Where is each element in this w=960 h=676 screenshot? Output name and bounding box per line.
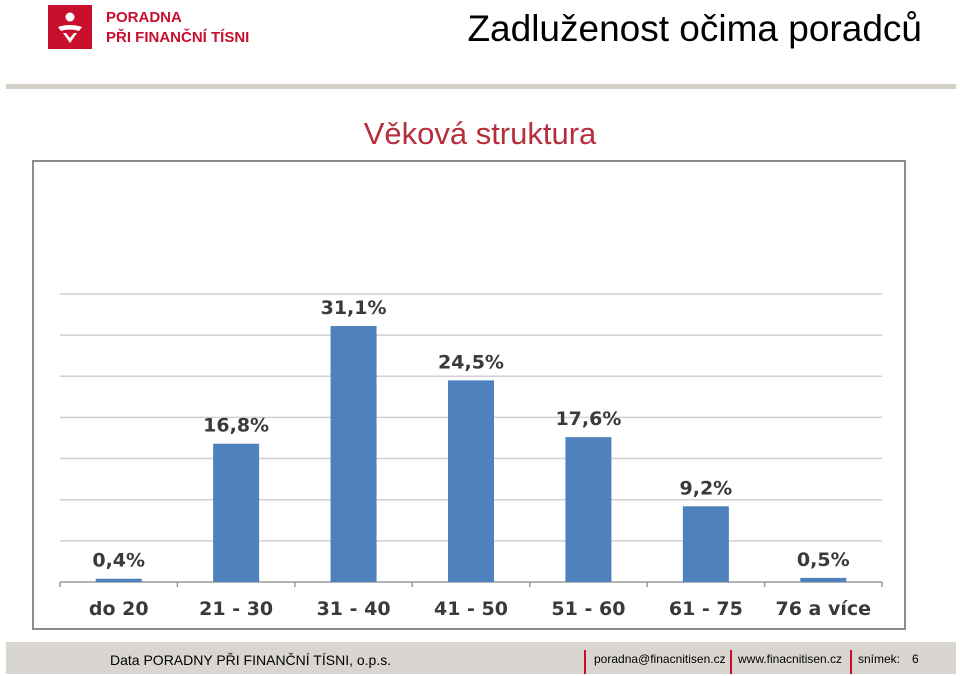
bar xyxy=(330,326,377,582)
footer-web[interactable]: www.finacnitisen.cz xyxy=(738,652,843,666)
x-tick-label: 31 - 40 xyxy=(317,598,391,620)
x-tick-label: 61 - 75 xyxy=(669,598,743,620)
data-label: 17,6% xyxy=(555,408,621,430)
footer-email[interactable]: poradna@finacnitisen.cz xyxy=(594,652,726,666)
x-tick-label: 76 a více xyxy=(776,598,872,620)
person-silhouette-icon xyxy=(48,5,92,49)
logo-line2: PŘI FINANČNÍ TÍSNI xyxy=(106,29,250,46)
data-label: 16,8% xyxy=(203,415,269,437)
bar xyxy=(682,506,729,582)
logo-line1: PORADNA xyxy=(106,9,182,26)
x-tick-label: 51 - 60 xyxy=(551,598,625,620)
logo-text: PORADNA PŘI FINANČNÍ TÍSNI xyxy=(106,8,249,48)
data-label: 0,5% xyxy=(797,549,850,571)
chart-title: Věková struktura xyxy=(363,116,597,151)
bar xyxy=(213,443,260,582)
x-tick-label: 41 - 50 xyxy=(434,598,508,620)
footer-divider xyxy=(584,650,586,674)
data-label: 31,1% xyxy=(321,297,387,319)
x-tick-label: 21 - 30 xyxy=(199,598,273,620)
bar xyxy=(448,380,494,582)
slide-number: 6 xyxy=(912,652,919,666)
footer: Data PORADNY PŘI FINANČNÍ TÍSNI, o.p.s. … xyxy=(6,642,956,674)
chart-frame: 0,4% do 20 16,8% 21 - 30 31,1% 31 - 40 24,5% 41… xyxy=(32,160,906,630)
footer-divider xyxy=(730,650,732,674)
bar-chart: 0,4% do 20 16,8% 21 - 30 31,1% 31 - 40 24,5% 41… xyxy=(59,293,883,620)
bar xyxy=(800,577,847,582)
header-divider xyxy=(6,84,956,89)
footer-divider xyxy=(850,650,852,674)
logo: PORADNA PŘI FINANČNÍ TÍSNI xyxy=(48,5,249,51)
slide-label: snímek: xyxy=(858,652,901,666)
bar xyxy=(565,437,612,582)
data-label: 9,2% xyxy=(680,477,733,499)
data-label: 24,5% xyxy=(438,351,504,373)
x-tick-label: do 20 xyxy=(89,598,149,620)
data-label: 0,4% xyxy=(92,550,145,572)
slide-number-label: snímek: 6 xyxy=(858,652,919,666)
footer-source: Data PORADNY PŘI FINANČNÍ TÍSNI, o.p.s. xyxy=(110,652,392,668)
page-title: Zadluženost očima poradců xyxy=(467,8,922,49)
bar xyxy=(95,578,142,582)
